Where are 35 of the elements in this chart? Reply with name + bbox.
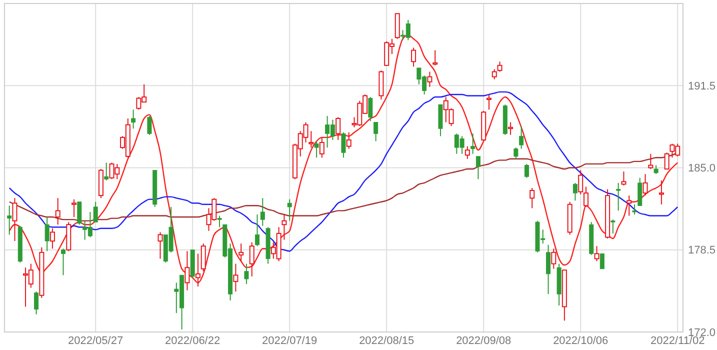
- candlestick: [195, 253, 200, 288]
- x-tick-label: 2022/11/02: [650, 335, 705, 347]
- x-tick-label: 2022/09/08: [456, 335, 512, 347]
- candlestick: [486, 94, 492, 110]
- x-tick-label: 2022/07/19: [262, 335, 318, 347]
- y-tick-label: 191.5: [688, 80, 716, 92]
- x-tick-label: 2022/05/27: [68, 335, 124, 347]
- line-series: [8, 91, 678, 252]
- candlestick: [44, 216, 50, 252]
- y-tick-label: 185.0: [688, 162, 716, 175]
- candlestick: [7, 205, 12, 236]
- candlestick: [184, 250, 190, 291]
- candlestick: [12, 198, 18, 242]
- candlestick: [546, 244, 551, 295]
- candlestick: [508, 122, 514, 136]
- candlestick: [626, 195, 632, 216]
- candlestick: [233, 263, 238, 292]
- candlestick: [658, 180, 664, 205]
- candlestick: [427, 71, 432, 88]
- candlestick: [287, 198, 292, 222]
- candlestick: [55, 198, 60, 226]
- x-tick-label: 2022/10/06: [553, 335, 608, 347]
- candlestick: [616, 182, 621, 212]
- candlestick: [244, 263, 249, 284]
- y-tick-label: 178.5: [688, 244, 716, 257]
- candlestick: [470, 133, 476, 154]
- x-tick-label: 2022/08/15: [359, 335, 414, 347]
- candlestick: [260, 198, 265, 226]
- x-tick-label: 2022/06/22: [165, 335, 220, 347]
- candlestick: [131, 109, 136, 130]
- candlestick: [314, 140, 319, 158]
- candlestick: [282, 214, 287, 240]
- candlestick: [519, 126, 524, 150]
- candlestick: [308, 130, 314, 148]
- candlestick: [551, 248, 556, 270]
